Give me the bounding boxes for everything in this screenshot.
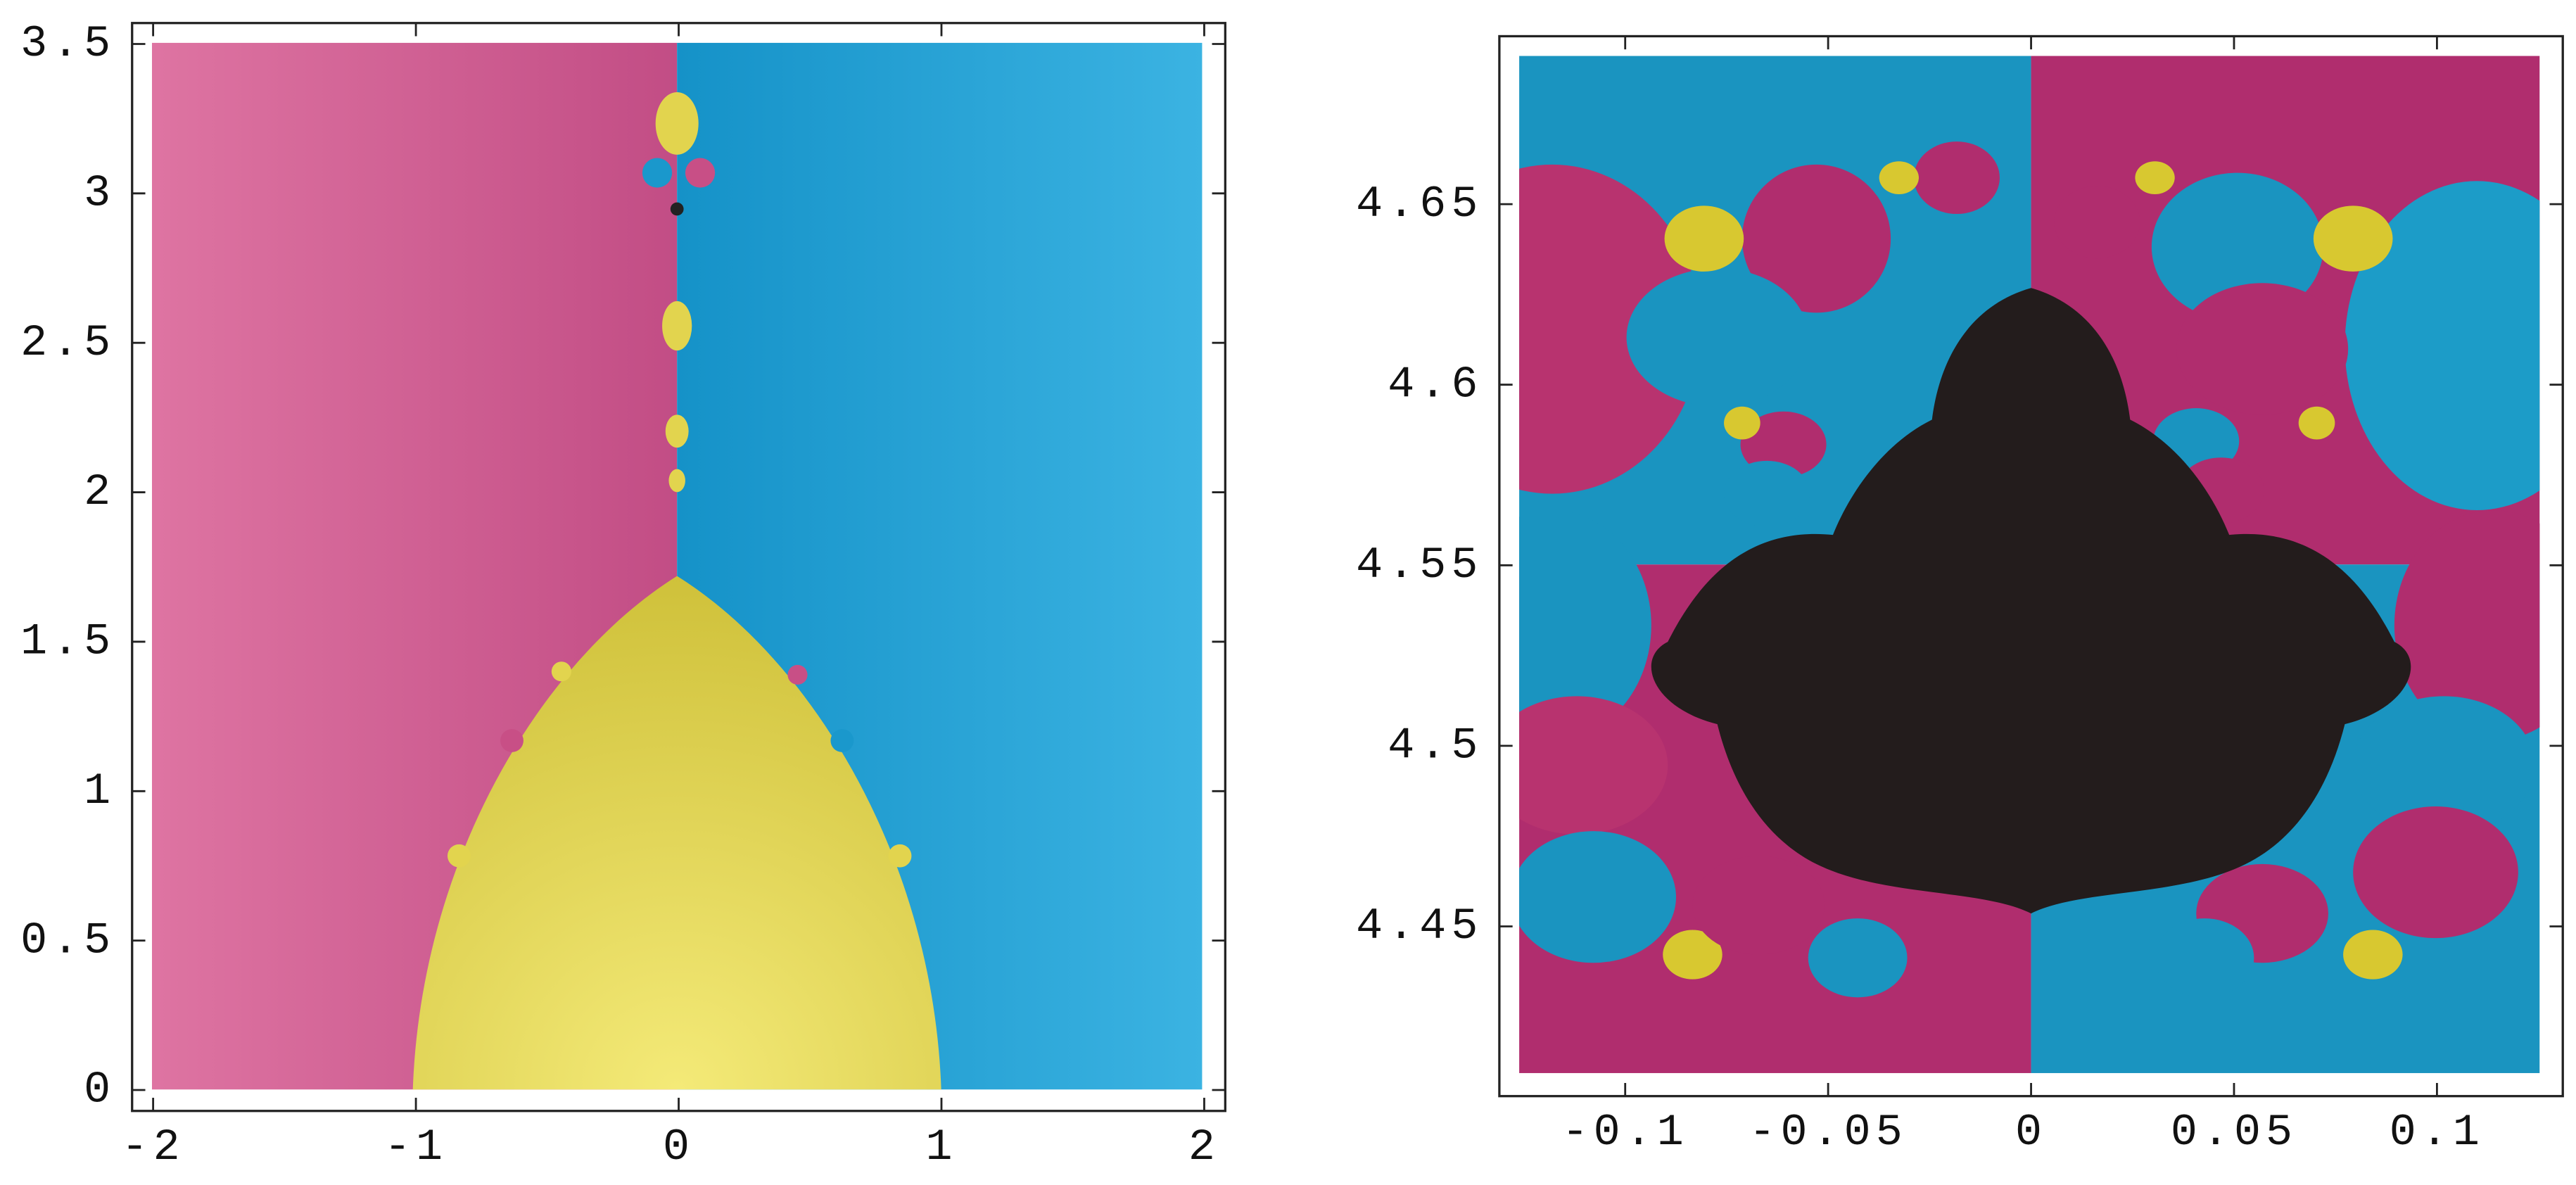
x-tick-label: 2 bbox=[1188, 1122, 1220, 1172]
x-tick-label: -0.05 bbox=[1749, 1107, 1907, 1158]
y-tick-label: 4.45 bbox=[1356, 901, 1483, 951]
y-tick-label: 0 bbox=[84, 1065, 115, 1115]
y-tick-label: 1 bbox=[84, 766, 115, 816]
fractal-image bbox=[1519, 56, 2540, 1073]
y-tick-label: 3.5 bbox=[20, 18, 115, 69]
x-tick-label: -1 bbox=[384, 1122, 448, 1172]
x-tick-label: 0.1 bbox=[2390, 1107, 2485, 1158]
y-tick-label: 0.5 bbox=[20, 915, 115, 965]
y-tick-label: 1.5 bbox=[20, 616, 115, 667]
y-tick-label: 4.55 bbox=[1356, 540, 1483, 590]
x-tick-label: 0 bbox=[663, 1122, 694, 1172]
x-tick-label: 0.05 bbox=[2171, 1107, 2297, 1158]
x-tick-label: -0.1 bbox=[1562, 1107, 1689, 1158]
fractal-image bbox=[151, 42, 1203, 1090]
y-tick-label: 2.5 bbox=[20, 317, 115, 368]
y-tick-label: 3 bbox=[84, 168, 115, 219]
x-tick-label: -2 bbox=[122, 1122, 185, 1172]
y-tick-label: 4.6 bbox=[1388, 359, 1483, 410]
x-tick-label: 0 bbox=[2015, 1107, 2047, 1158]
x-tick-label: 1 bbox=[925, 1122, 957, 1172]
y-tick-label: 2 bbox=[84, 467, 115, 517]
y-tick-label: 4.5 bbox=[1388, 721, 1483, 771]
y-tick-label: 4.65 bbox=[1356, 179, 1483, 229]
